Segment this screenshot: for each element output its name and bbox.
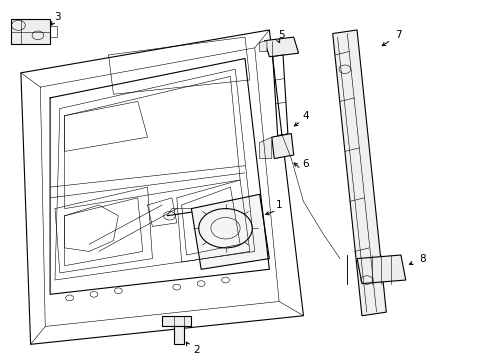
Text: 8: 8: [419, 253, 426, 264]
Polygon shape: [174, 327, 184, 344]
Polygon shape: [162, 316, 192, 327]
Text: 2: 2: [193, 345, 199, 355]
Text: 6: 6: [303, 159, 309, 169]
Polygon shape: [260, 41, 267, 51]
Text: 5: 5: [278, 30, 285, 40]
Polygon shape: [333, 30, 386, 316]
Polygon shape: [21, 30, 303, 344]
Text: 7: 7: [395, 30, 402, 40]
Polygon shape: [272, 134, 294, 158]
Polygon shape: [11, 19, 50, 44]
Polygon shape: [260, 137, 272, 158]
Text: 1: 1: [276, 200, 282, 210]
Text: 4: 4: [303, 111, 309, 121]
Polygon shape: [357, 255, 406, 284]
Polygon shape: [192, 194, 270, 269]
Text: 3: 3: [54, 13, 61, 22]
Polygon shape: [265, 37, 298, 57]
